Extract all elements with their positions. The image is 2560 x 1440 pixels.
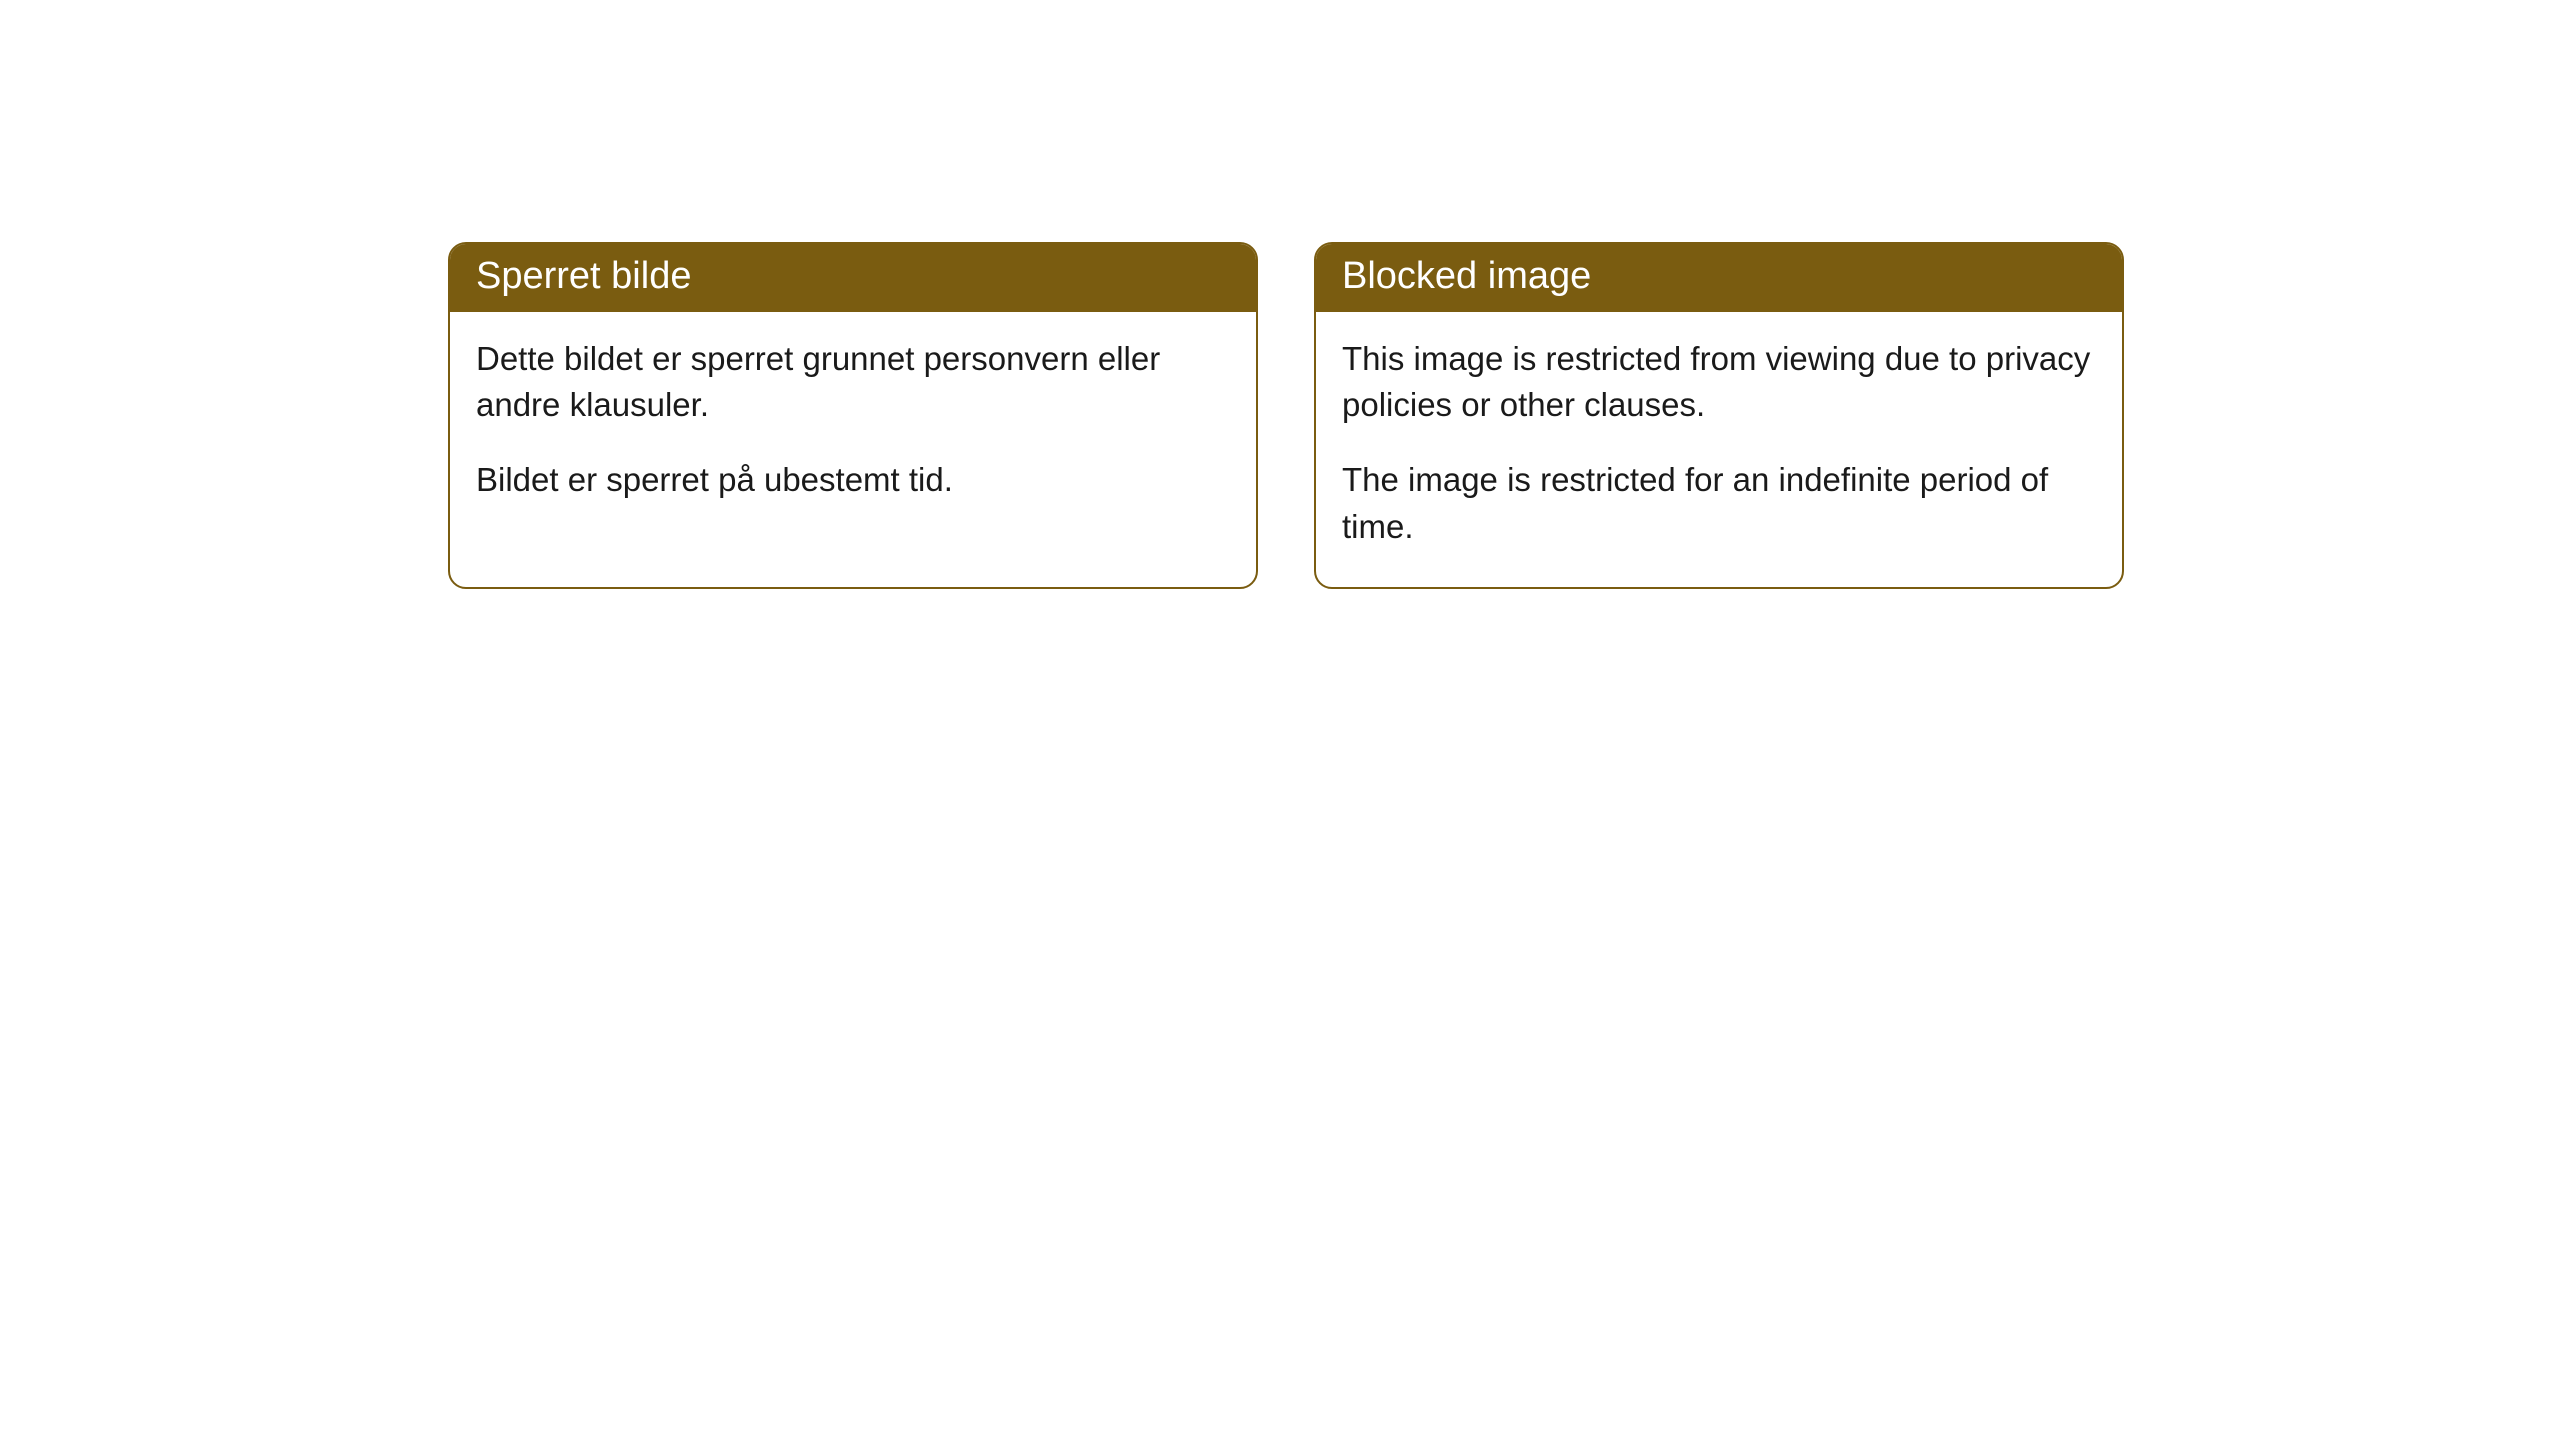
- card-paragraph-2: Bildet er sperret på ubestemt tid.: [476, 457, 1230, 504]
- card-paragraph-1: This image is restricted from viewing du…: [1342, 336, 2096, 430]
- notice-cards-container: Sperret bilde Dette bildet er sperret gr…: [448, 242, 2124, 589]
- card-paragraph-1: Dette bildet er sperret grunnet personve…: [476, 336, 1230, 430]
- card-title: Sperret bilde: [476, 255, 691, 297]
- card-header-english: Blocked image: [1316, 244, 2122, 312]
- card-body-norwegian: Dette bildet er sperret grunnet personve…: [450, 312, 1256, 541]
- notice-card-english: Blocked image This image is restricted f…: [1314, 242, 2124, 589]
- card-body-english: This image is restricted from viewing du…: [1316, 312, 2122, 587]
- card-paragraph-2: The image is restricted for an indefinit…: [1342, 457, 2096, 551]
- card-header-norwegian: Sperret bilde: [450, 244, 1256, 312]
- card-title: Blocked image: [1342, 255, 1591, 297]
- notice-card-norwegian: Sperret bilde Dette bildet er sperret gr…: [448, 242, 1258, 589]
